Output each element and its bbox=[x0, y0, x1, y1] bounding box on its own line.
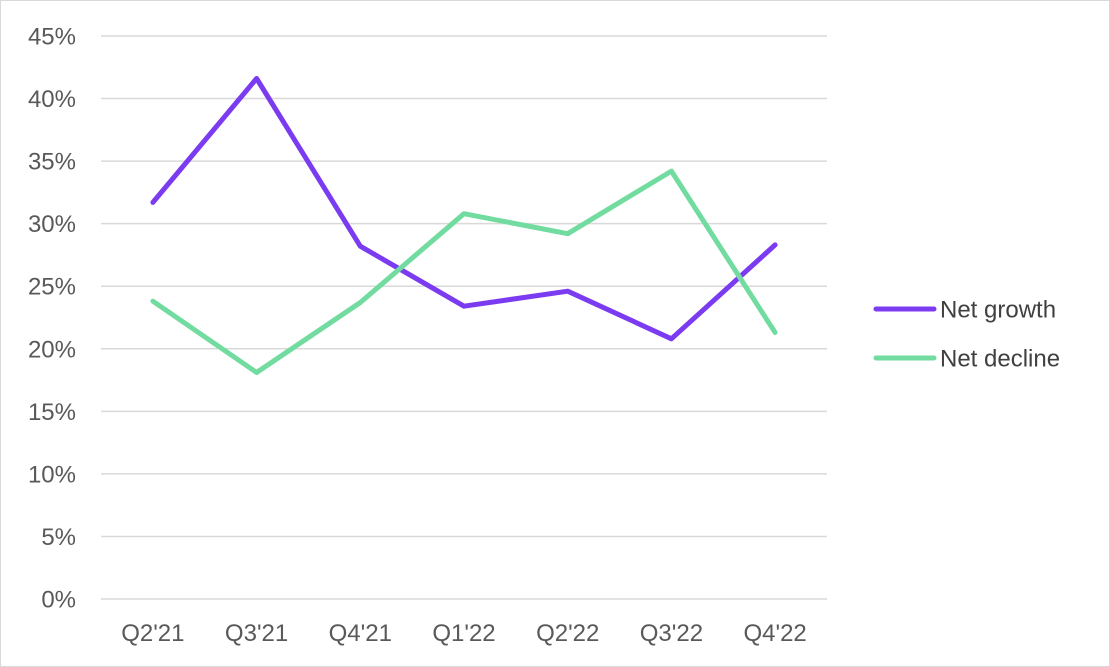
y-tick-label: 0% bbox=[41, 587, 76, 614]
x-axis-tick-labels: Q2'21 Q3'21 Q4'21 Q1'22 Q2'22 Q3'22 Q4'22 bbox=[121, 620, 807, 647]
y-tick-label: 10% bbox=[28, 461, 76, 488]
x-tick-label: Q2'22 bbox=[536, 620, 599, 647]
y-tick-label: 5% bbox=[41, 524, 76, 551]
y-tick-label: 25% bbox=[28, 274, 76, 301]
legend: Net growth Net decline bbox=[873, 297, 1060, 373]
series-line-net-decline bbox=[150, 168, 778, 375]
x-tick-label: Q2'21 bbox=[121, 620, 184, 647]
series-line-net-growth bbox=[150, 76, 778, 342]
x-tick-label: Q4'21 bbox=[329, 620, 392, 647]
x-tick-label: Q4'22 bbox=[743, 620, 806, 647]
legend-label: Net growth bbox=[940, 297, 1056, 324]
legend-label: Net decline bbox=[940, 346, 1060, 373]
legend-item: Net decline bbox=[873, 346, 1060, 373]
y-axis-tick-labels: 0% 5% 10% 15% 20% 25% 30% 35% 40% 45% bbox=[28, 24, 76, 614]
series-lines bbox=[150, 76, 778, 375]
x-tick-label: Q3'22 bbox=[640, 620, 703, 647]
y-tick-label: 40% bbox=[28, 86, 76, 113]
y-tick-label: 45% bbox=[28, 24, 76, 51]
y-tick-label: 15% bbox=[28, 399, 76, 426]
gridlines bbox=[101, 35, 827, 600]
y-tick-label: 35% bbox=[28, 149, 76, 176]
legend-item: Net growth bbox=[873, 297, 1056, 324]
x-tick-label: Q3'21 bbox=[225, 620, 288, 647]
y-tick-label: 20% bbox=[28, 336, 76, 363]
y-tick-label: 30% bbox=[28, 211, 76, 238]
x-tick-label: Q1'22 bbox=[432, 620, 495, 647]
